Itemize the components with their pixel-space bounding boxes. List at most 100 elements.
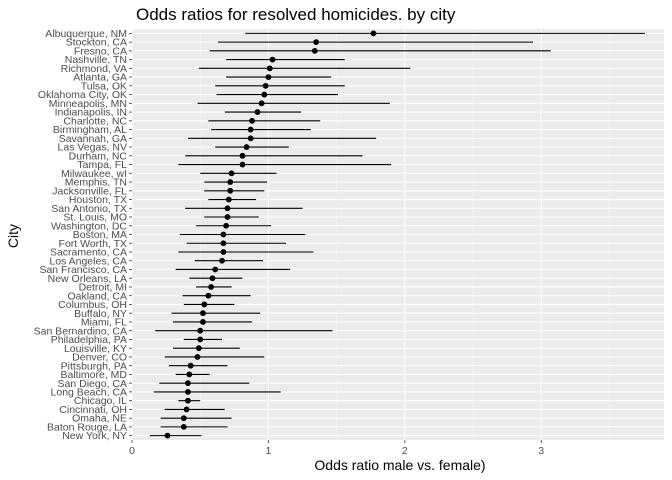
y-tick-label: San Bernardino, CA xyxy=(34,325,127,337)
estimate-point xyxy=(224,214,231,220)
estimate-point xyxy=(311,47,318,54)
y-tick-label: Milwaukee, wI xyxy=(61,168,127,180)
estimate-point xyxy=(220,249,227,255)
estimate-point xyxy=(197,327,204,334)
y-tick-label: Chicago, IL xyxy=(74,395,127,407)
estimate-point xyxy=(205,292,212,299)
estimate-point xyxy=(265,74,272,80)
y-tick-label: Richmond, VA xyxy=(61,63,127,75)
estimate-point xyxy=(239,152,246,159)
y-tick-label: Detroit, MI xyxy=(79,282,127,294)
y-tick-label: Philadelphia, PA xyxy=(51,334,127,346)
estimate-point xyxy=(220,240,227,247)
estimate-point xyxy=(224,205,231,212)
estimate-point xyxy=(249,117,255,124)
estimate-point xyxy=(180,423,187,430)
estimate-point xyxy=(212,266,219,273)
estimate-point xyxy=(262,82,269,89)
x-tick-label: 2 xyxy=(402,445,408,457)
x-tick-label: 0 xyxy=(129,445,135,457)
estimate-point xyxy=(197,336,204,343)
y-tick-label: Cincinnati, OH xyxy=(59,404,127,416)
y-tick-label: New York, NY xyxy=(62,430,127,442)
y-tick-label: Las Vegas, NV xyxy=(58,142,127,154)
y-tick-label: Durham, NC xyxy=(69,150,128,162)
estimate-point xyxy=(185,380,191,387)
y-tick-label: Nashville, TN xyxy=(65,54,127,66)
y-tick-label: San Francisco, CA xyxy=(39,264,127,276)
estimate-point xyxy=(243,144,250,150)
y-tick-label: Oakland, CA xyxy=(67,290,127,302)
y-tick-label: Los Angeles, CA xyxy=(49,255,127,267)
estimate-point xyxy=(183,406,190,413)
y-tick-label: Baton Rouge, LA xyxy=(47,421,127,433)
estimate-point xyxy=(180,415,187,422)
y-tick-label: Savannah, GA xyxy=(59,133,127,145)
estimate-point xyxy=(370,30,377,37)
y-tick-label: Boston, MA xyxy=(73,229,127,241)
estimate-point xyxy=(227,179,234,185)
y-tick-label: Columbus, OH xyxy=(58,299,127,311)
y-tick-label: Fort Worth, TX xyxy=(59,238,127,250)
y-tick-label: Birmingham, AL xyxy=(53,124,127,136)
y-tick-label: Stockton, CA xyxy=(66,37,127,49)
estimate-point xyxy=(266,65,273,72)
y-tick-label: San Antonio, TX xyxy=(51,203,127,215)
estimate-point xyxy=(313,39,320,46)
estimate-point xyxy=(258,100,265,107)
estimate-point xyxy=(186,371,193,378)
estimate-point xyxy=(164,432,171,439)
estimate-point xyxy=(239,161,246,168)
estimate-point xyxy=(195,345,202,352)
y-axis-title: City xyxy=(5,224,21,248)
x-tick-label: 3 xyxy=(538,445,544,457)
y-tick-label: Atlanta, GA xyxy=(73,72,127,84)
estimate-point xyxy=(220,231,227,238)
x-tick-label: 1 xyxy=(265,445,271,457)
y-tick-label: Omaha, NE xyxy=(72,413,127,425)
y-tick-label: New Orleans, LA xyxy=(48,273,127,285)
estimate-point xyxy=(269,56,276,63)
estimate-point xyxy=(201,301,208,308)
y-tick-label: Washington, DC xyxy=(51,220,127,232)
y-tick-label: Indianapolis, IN xyxy=(55,107,127,119)
estimate-point xyxy=(261,91,268,98)
y-tick-label: Miami, FL xyxy=(81,317,127,329)
y-tick-label: Houston, TX xyxy=(69,194,127,206)
estimate-point xyxy=(227,187,234,194)
x-axis-ticks: 0 1 2 3 xyxy=(129,440,544,457)
y-tick-label: Denver, CO xyxy=(72,352,127,364)
y-tick-label: Tampa, FL xyxy=(77,159,127,171)
y-tick-label: Long Beach, CA xyxy=(51,387,127,399)
y-tick-label: Sacramento, CA xyxy=(50,247,127,259)
estimate-point xyxy=(187,362,194,369)
estimate-point xyxy=(247,135,254,142)
estimate-point xyxy=(185,389,191,395)
y-tick-label: Charlotte, NC xyxy=(63,115,127,127)
y-tick-label: Albuquerque, NM xyxy=(45,28,127,40)
estimate-point xyxy=(254,109,261,115)
y-tick-label: Minneapolis, MN xyxy=(49,98,127,110)
y-tick-label: Memphis, TN xyxy=(65,177,127,189)
y-tick-label: Jacksonville, FL xyxy=(52,185,127,197)
estimate-point xyxy=(219,257,225,264)
y-tick-label: Louisville, KY xyxy=(64,343,127,355)
y-tick-label: Baltimore, MD xyxy=(60,369,127,381)
estimate-point xyxy=(194,354,201,360)
estimate-point xyxy=(208,284,215,290)
chart-title: Odds ratios for resolved homicides. by c… xyxy=(136,5,456,24)
y-tick-label: Oklahoma City, OK xyxy=(38,89,127,101)
estimate-point xyxy=(185,397,191,404)
estimate-point xyxy=(209,275,216,282)
grid-lines xyxy=(131,29,664,440)
y-tick-label: Tulsa, OK xyxy=(81,80,127,92)
y-tick-label: Fresno, CA xyxy=(74,45,127,57)
y-tick-label: St. Louis, MO xyxy=(63,212,127,224)
y-tick-label: San Diego, CA xyxy=(58,378,127,390)
estimate-point xyxy=(225,196,232,203)
y-tick-label: Buffalo, NY xyxy=(74,308,127,320)
x-axis-title: Odds ratio male vs. female) xyxy=(314,457,485,473)
